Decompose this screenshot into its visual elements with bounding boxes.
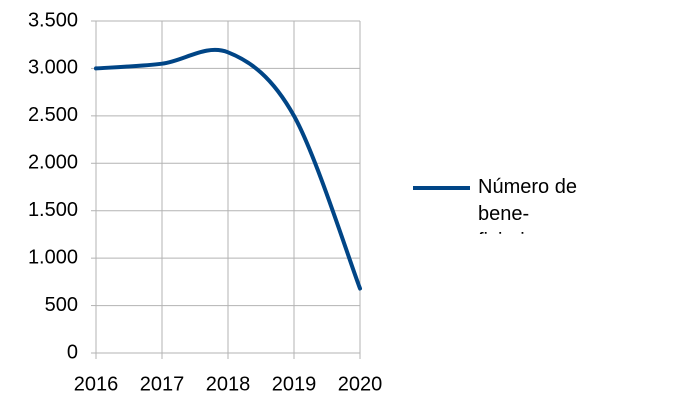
y-tick-label: 0 [67, 341, 78, 363]
legend-item: Número de bene­ficiarios [478, 176, 577, 234]
y-tick-label: 500 [45, 294, 78, 316]
y-tick-label: 1.000 [28, 246, 78, 268]
y-tick-label: 3.000 [28, 57, 78, 79]
y-tick-label: 1.500 [28, 199, 78, 221]
line-series [94, 47, 362, 291]
y-tick-label: 2.500 [28, 104, 78, 126]
x-tick-label: 2016 [74, 373, 119, 395]
x-tick-label: 2018 [206, 373, 251, 395]
x-tick-label: 2020 [338, 373, 383, 395]
y-tick-label: 2.000 [28, 152, 78, 174]
y-tick-label: 3.500 [28, 9, 78, 31]
x-tick-label: 2019 [272, 373, 317, 395]
x-tick-label: 2017 [140, 373, 185, 395]
legend-label: Número de bene­ficiarios [478, 176, 577, 234]
